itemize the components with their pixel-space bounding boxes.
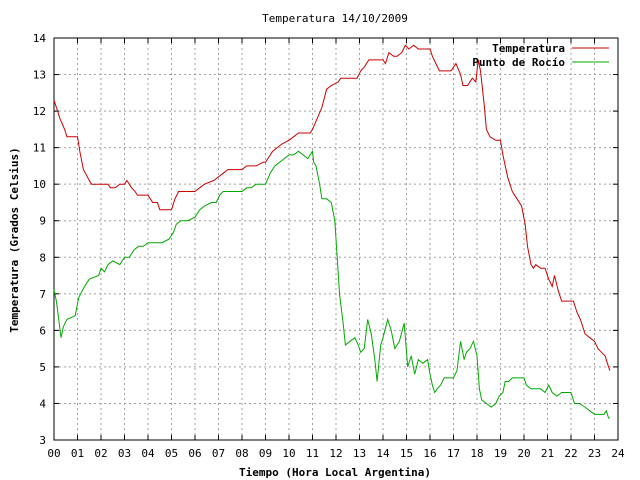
x-tick-label: 21 xyxy=(541,447,554,460)
y-tick-label: 9 xyxy=(39,215,46,228)
x-tick-label: 06 xyxy=(188,447,201,460)
y-tick-label: 11 xyxy=(33,142,46,155)
series-line-temperatura xyxy=(53,44,611,371)
series-lines xyxy=(53,44,611,419)
axis-ticks xyxy=(53,37,619,441)
x-tick-label: 01 xyxy=(71,447,84,460)
y-tick-label: 6 xyxy=(39,324,46,337)
x-axis-label: Tiempo (Hora Local Argentina) xyxy=(239,466,431,479)
x-tick-label: 14 xyxy=(376,447,390,460)
x-tick-label: 15 xyxy=(400,447,413,460)
x-tick-label: 04 xyxy=(141,447,155,460)
y-tick-label: 5 xyxy=(39,361,46,374)
x-tick-label: 03 xyxy=(118,447,131,460)
x-tick-labels: 00 01 02 03 04 05 06 07 08 09 10 11 12 13 14 15 16 17 18 19… xyxy=(47,447,625,460)
x-tick-label: 12 xyxy=(329,447,342,460)
chart-title: Temperatura 14/10/2009 xyxy=(262,12,408,25)
y-axis-label: Temperatura (Grados Celsius) xyxy=(8,147,21,332)
x-tick-label: 17 xyxy=(447,447,460,460)
x-tick-label: 00 xyxy=(47,447,60,460)
x-tick-label: 05 xyxy=(165,447,178,460)
x-tick-label: 19 xyxy=(494,447,507,460)
y-tick-label: 13 xyxy=(33,69,46,82)
y-tick-label: 8 xyxy=(39,251,46,264)
x-tick-label: 10 xyxy=(282,447,295,460)
y-tick-label: 7 xyxy=(39,288,46,301)
legend-label-temperatura: Temperatura xyxy=(492,42,565,55)
x-tick-label: 18 xyxy=(470,447,483,460)
x-tick-label: 24 xyxy=(611,447,625,460)
y-tick-label: 3 xyxy=(39,434,46,447)
y-tick-labels: 3 4 5 6 7 8 9 10 11 12 13 14 xyxy=(33,32,47,447)
x-tick-label: 20 xyxy=(517,447,530,460)
y-tick-label: 4 xyxy=(39,397,46,410)
series-line-punto-de-rocio xyxy=(53,149,610,419)
x-tick-label: 09 xyxy=(259,447,272,460)
x-tick-label: 07 xyxy=(212,447,225,460)
x-tick-label: 02 xyxy=(94,447,107,460)
y-tick-label: 12 xyxy=(33,105,46,118)
grid xyxy=(54,38,618,440)
x-tick-label: 08 xyxy=(235,447,248,460)
x-tick-label: 13 xyxy=(353,447,366,460)
x-tick-label: 22 xyxy=(564,447,577,460)
legend-label-punto-de-rocio: Punto de Rocío xyxy=(472,56,565,69)
x-tick-label: 16 xyxy=(423,447,436,460)
y-tick-label: 10 xyxy=(33,178,46,191)
y-tick-label: 14 xyxy=(33,32,47,45)
legend: Temperatura Punto de Rocío xyxy=(472,42,609,69)
x-tick-label: 11 xyxy=(306,447,319,460)
x-tick-label: 23 xyxy=(588,447,601,460)
